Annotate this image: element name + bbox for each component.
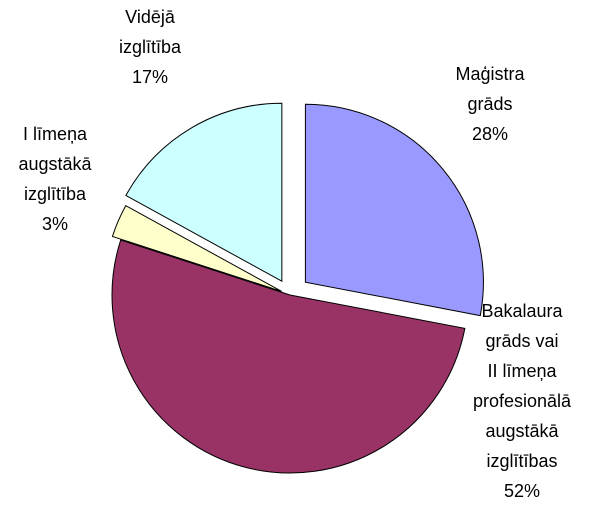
category-label: izglītības [486, 451, 557, 471]
category-label: II līmeņa [487, 361, 557, 381]
category-label: profesionālā [473, 391, 572, 411]
value-label: 28% [472, 124, 508, 144]
slice-label: I līmeņa augstākā izglītība 3% [18, 124, 92, 234]
pie-slice [304, 103, 484, 317]
category-label: Bakalaura [481, 301, 563, 321]
category-label: augstākā [485, 421, 559, 441]
value-label: 52% [504, 481, 540, 501]
category-label: grāds [467, 94, 512, 114]
pie-slice [111, 204, 282, 292]
slice-label: Vidējā izglītība 17% [119, 7, 182, 87]
category-label: izglītība [119, 37, 182, 57]
category-label: Vidējā [125, 7, 176, 27]
category-label: augstākā [18, 154, 92, 174]
category-label: grāds vai [485, 331, 558, 351]
value-label: 17% [132, 67, 168, 87]
value-label: 3% [42, 214, 68, 234]
category-label: izglītība [24, 184, 87, 204]
slice-label: Maģistra grāds 28% [455, 64, 525, 144]
category-label: I līmeņa [23, 124, 88, 144]
pie-slice [125, 102, 283, 283]
slice-label: Bakalaura grāds vai II līmeņa profesionālā a… [473, 301, 572, 501]
category-label: Maģistra [455, 64, 525, 84]
pie-slice [111, 239, 466, 474]
